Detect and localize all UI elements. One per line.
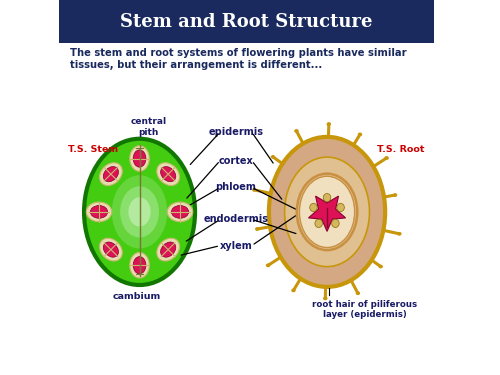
Ellipse shape [266, 264, 270, 267]
Ellipse shape [84, 139, 195, 285]
Ellipse shape [252, 188, 256, 192]
Ellipse shape [133, 256, 146, 274]
Ellipse shape [130, 146, 150, 171]
Ellipse shape [270, 155, 275, 159]
Ellipse shape [104, 242, 118, 257]
Text: The stem and root systems of flowering plants have similar
tissues, but their ar: The stem and root systems of flowering p… [70, 48, 407, 70]
Ellipse shape [384, 156, 389, 160]
Ellipse shape [310, 203, 317, 211]
Text: phloem: phloem [216, 183, 256, 192]
Ellipse shape [128, 197, 150, 226]
Ellipse shape [160, 242, 176, 257]
Ellipse shape [323, 297, 328, 300]
Text: T.S. Root: T.S. Root [377, 146, 424, 154]
Ellipse shape [269, 137, 385, 287]
Ellipse shape [133, 150, 146, 167]
Ellipse shape [300, 176, 354, 248]
Ellipse shape [130, 252, 150, 278]
Text: T.S. Stem: T.S. Stem [68, 146, 118, 154]
Ellipse shape [291, 288, 296, 292]
Ellipse shape [397, 232, 402, 236]
Ellipse shape [112, 176, 168, 249]
Text: epidermis: epidermis [208, 127, 264, 137]
Ellipse shape [104, 166, 118, 182]
Ellipse shape [332, 219, 339, 228]
Text: root hair of piliferous
layer (epidermis): root hair of piliferous layer (epidermis… [312, 300, 417, 320]
Text: central
pith: central pith [131, 117, 167, 137]
FancyBboxPatch shape [59, 0, 434, 43]
Ellipse shape [120, 186, 159, 237]
Polygon shape [308, 196, 346, 231]
Ellipse shape [100, 238, 122, 261]
Ellipse shape [160, 166, 176, 182]
Text: cambium: cambium [112, 292, 160, 301]
Ellipse shape [393, 193, 398, 197]
Text: Stem and Root Structure: Stem and Root Structure [120, 13, 372, 31]
Text: xylem: xylem [220, 241, 252, 250]
Ellipse shape [284, 157, 370, 267]
Ellipse shape [297, 174, 358, 250]
Ellipse shape [168, 202, 193, 222]
Ellipse shape [157, 238, 180, 261]
Text: cortex: cortex [218, 156, 254, 165]
Ellipse shape [358, 132, 362, 136]
Ellipse shape [356, 291, 360, 295]
Ellipse shape [315, 219, 322, 228]
Ellipse shape [337, 203, 344, 211]
Ellipse shape [324, 194, 331, 202]
Ellipse shape [326, 122, 331, 126]
Ellipse shape [100, 163, 122, 186]
Ellipse shape [378, 265, 383, 268]
Ellipse shape [255, 227, 260, 231]
Ellipse shape [157, 163, 180, 186]
Ellipse shape [90, 206, 108, 218]
Text: endodermis: endodermis [204, 214, 268, 224]
Ellipse shape [172, 206, 188, 218]
Ellipse shape [86, 202, 112, 222]
Ellipse shape [294, 129, 298, 133]
